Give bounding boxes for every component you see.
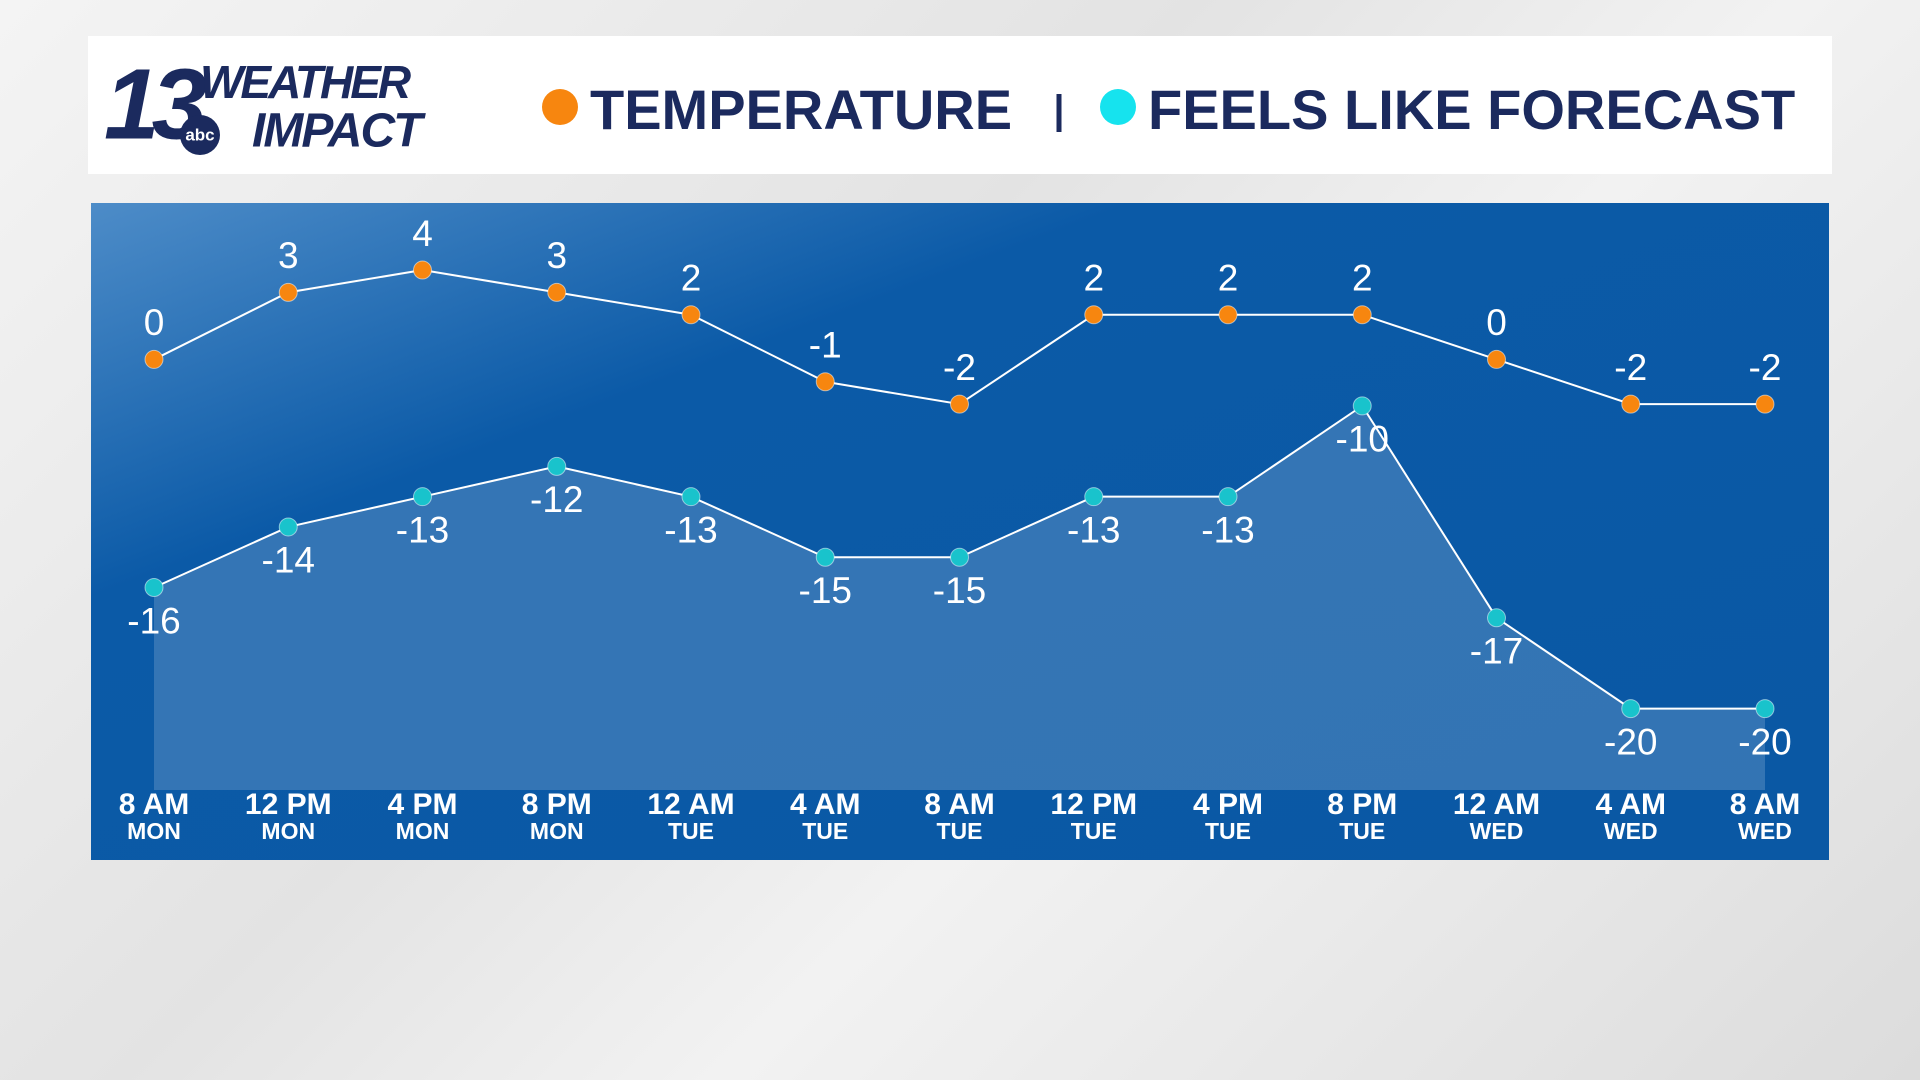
data-point [144, 349, 164, 369]
x-tick-day: MON [127, 818, 181, 844]
x-tick-day: TUE [668, 818, 714, 844]
legend-label: TEMPERATURE [590, 78, 1012, 141]
logo-line1: WEATHER [200, 56, 411, 108]
x-tick-day: MON [396, 818, 450, 844]
logo-network: abc [185, 125, 214, 144]
data-point [547, 456, 567, 476]
data-point [950, 394, 969, 414]
x-tick-time: 8 AM [119, 788, 190, 821]
x-tick-day: WED [1604, 818, 1658, 844]
legend-marker [542, 89, 578, 125]
x-tick-time: 8 AM [1730, 788, 1801, 821]
x-tick-day: TUE [1071, 818, 1117, 844]
data-label: -15 [933, 570, 986, 611]
data-point [413, 260, 432, 280]
data-point [278, 517, 298, 537]
data-label: -16 [127, 600, 180, 641]
x-tick-day: MON [261, 818, 315, 844]
plot-panel [91, 203, 1829, 860]
data-point [1621, 394, 1641, 414]
data-point [681, 487, 701, 507]
data-point [1084, 487, 1104, 507]
legend-label: FEELS LIKE FORECAST [1148, 78, 1795, 141]
data-label: -2 [1614, 347, 1647, 388]
header-box [88, 36, 1832, 174]
data-label: 2 [1218, 258, 1239, 299]
legend-marker [1100, 89, 1136, 125]
logo-line2: IMPACT [252, 105, 426, 158]
data-label: 2 [1083, 258, 1104, 299]
data-point [1755, 394, 1775, 414]
data-label: -12 [530, 479, 583, 520]
x-tick-time: 12 PM [1050, 788, 1137, 821]
logo-circle [180, 115, 220, 155]
data-label: -20 [1604, 721, 1657, 762]
x-tick-day: MON [530, 818, 584, 844]
x-tick-day: TUE [937, 818, 983, 844]
data-label: -13 [1067, 509, 1120, 550]
data-label: -13 [1201, 509, 1254, 550]
data-point [1352, 396, 1372, 416]
data-point [950, 547, 969, 567]
x-tick-day: WED [1470, 818, 1524, 844]
data-label: 2 [1352, 258, 1373, 299]
data-point [815, 372, 835, 392]
data-point [547, 282, 567, 302]
data-point [1218, 487, 1238, 507]
data-label: 0 [1486, 302, 1507, 343]
data-label: 3 [546, 235, 567, 276]
x-tick-time: 8 PM [522, 788, 592, 821]
data-point [413, 487, 432, 507]
data-label: -2 [943, 347, 976, 388]
data-label: 2 [681, 258, 702, 299]
logo: 13 WEATHER IMPACT abc [104, 48, 428, 160]
data-point [144, 578, 164, 598]
x-tick-day: TUE [1205, 818, 1251, 844]
data-label: -20 [1738, 721, 1791, 762]
data-point [1352, 305, 1372, 325]
data-point [815, 547, 835, 567]
data-label: -2 [1749, 347, 1782, 388]
data-point [1621, 699, 1641, 719]
x-tick-day: TUE [1339, 818, 1385, 844]
data-label: -17 [1470, 631, 1523, 672]
x-tick-time: 8 AM [924, 788, 995, 821]
data-point [1755, 699, 1775, 719]
data-label: -1 [809, 325, 842, 366]
data-point [278, 282, 298, 302]
data-label: -10 [1336, 419, 1389, 460]
feels-area [154, 405, 1765, 790]
data-label: -13 [396, 509, 449, 550]
data-point [681, 305, 701, 325]
data-point [1218, 305, 1238, 325]
data-label: -13 [664, 509, 717, 550]
x-tick-time: 4 AM [1595, 788, 1666, 821]
x-tick-time: 12 AM [647, 788, 734, 821]
x-tick-time: 8 PM [1327, 788, 1397, 821]
x-tick-day: TUE [802, 818, 848, 844]
data-point [1084, 305, 1104, 325]
data-label: 0 [144, 302, 165, 343]
x-tick-time: 12 PM [245, 788, 332, 821]
data-label: 3 [278, 235, 299, 276]
x-tick-time: 4 PM [387, 788, 457, 821]
data-point [1487, 608, 1506, 628]
x-tick-time: 4 AM [790, 788, 861, 821]
data-label: -14 [262, 540, 315, 581]
data-point [1487, 349, 1506, 369]
x-tick-day: WED [1738, 818, 1792, 844]
x-tick-time: 12 AM [1453, 788, 1540, 821]
data-label: 4 [412, 213, 433, 254]
data-label: -15 [799, 570, 852, 611]
x-tick-time: 4 PM [1193, 788, 1263, 821]
